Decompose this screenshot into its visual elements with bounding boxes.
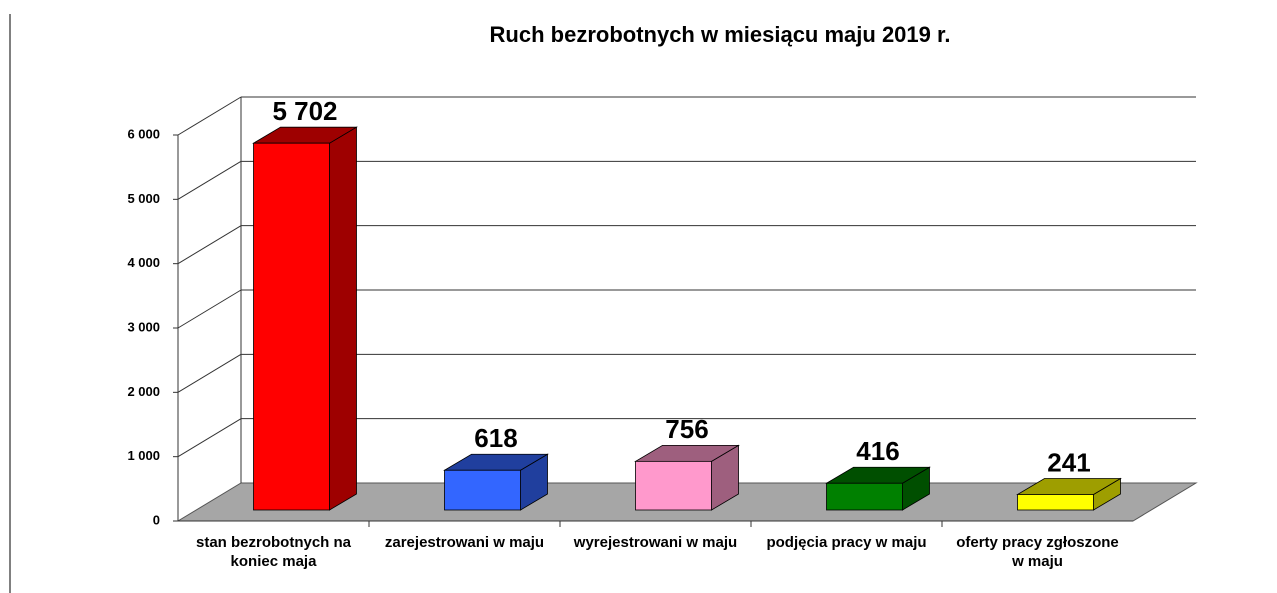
x-tick-label: zarejestrowani w maju — [384, 534, 545, 551]
bar-side — [329, 126, 357, 511]
grid-line — [177, 289, 242, 329]
y-tick-label: 4 000 — [127, 255, 160, 270]
value-label: 5 702 — [272, 96, 337, 126]
bar — [1017, 494, 1094, 511]
bar — [635, 460, 712, 511]
grid-line — [177, 418, 242, 458]
y-tick-label: 1 000 — [127, 448, 160, 463]
y-tick-label: 5 000 — [127, 191, 160, 206]
chart-title: Ruch bezrobotnych w miesiącu maju 2019 r… — [490, 22, 951, 47]
y-tick-label: 3 000 — [127, 319, 160, 334]
grid-line — [177, 96, 242, 136]
grid-line — [177, 160, 242, 200]
value-label: 618 — [474, 423, 517, 453]
bar — [253, 142, 330, 511]
y-tick-label: 6 000 — [127, 126, 160, 141]
x-tick-label: stan bezrobotnych na koniec maja — [195, 534, 352, 570]
grid-line — [177, 225, 242, 265]
value-label: 241 — [1047, 447, 1090, 477]
bar — [444, 469, 521, 511]
x-tick-label: wyrejestrowani w maju — [573, 534, 738, 551]
y-tick-label: 2 000 — [127, 384, 160, 399]
value-label: 416 — [856, 436, 899, 466]
value-label: 756 — [665, 414, 708, 444]
y-tick-label: 0 — [153, 512, 160, 527]
x-tick-label: podjęcia pracy w maju — [766, 534, 927, 551]
grid-line — [177, 353, 242, 393]
bar — [826, 482, 903, 511]
x-tick-label: oferty pracy zgłoszone w maju — [956, 534, 1119, 570]
